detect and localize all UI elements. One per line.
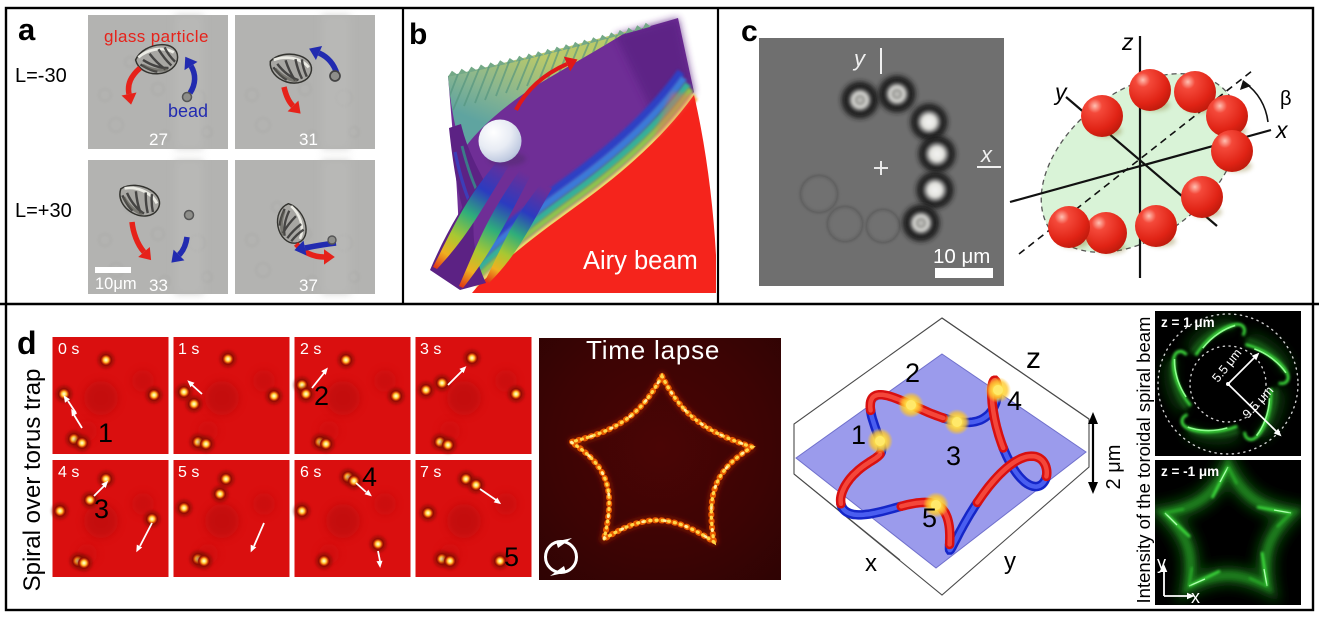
svg-text:1 s: 1 s — [178, 341, 199, 358]
svg-text:3 s: 3 s — [420, 341, 441, 358]
svg-text:L=+30: L=+30 — [15, 200, 72, 222]
svg-text:4: 4 — [362, 462, 377, 492]
svg-text:1: 1 — [851, 420, 866, 450]
svg-text:y: y — [1053, 79, 1068, 105]
svg-text:37: 37 — [299, 276, 318, 295]
svg-text:5: 5 — [504, 542, 519, 572]
svg-text:0 s: 0 s — [58, 341, 79, 358]
svg-text:x: x — [980, 142, 993, 167]
svg-text:5: 5 — [922, 503, 937, 533]
svg-text:3: 3 — [946, 441, 961, 471]
svg-text:x: x — [1191, 587, 1200, 607]
svg-text:Time lapse: Time lapse — [586, 335, 720, 365]
svg-text:2 μm: 2 μm — [1103, 445, 1125, 490]
svg-text:x: x — [1275, 117, 1289, 143]
svg-text:Airy beam: Airy beam — [583, 247, 698, 275]
svg-text:2 s: 2 s — [300, 341, 321, 358]
svg-text:4: 4 — [1007, 386, 1022, 416]
svg-text:y: y — [1157, 553, 1166, 573]
svg-text:L=-30: L=-30 — [15, 65, 67, 87]
svg-text:7 s: 7 s — [420, 464, 441, 481]
svg-text:y: y — [852, 46, 867, 71]
svg-text:z = 1 μm: z = 1 μm — [1161, 315, 1215, 330]
svg-text:10 μm: 10 μm — [933, 245, 990, 268]
svg-text:d: d — [17, 325, 37, 361]
svg-text:glass particle: glass particle — [104, 27, 209, 46]
svg-text:33: 33 — [149, 276, 168, 295]
svg-text:3: 3 — [94, 494, 109, 524]
svg-text:10μm: 10μm — [95, 275, 137, 293]
svg-text:y: y — [1004, 548, 1016, 575]
svg-text:z: z — [1026, 342, 1041, 375]
svg-text:c: c — [741, 15, 758, 48]
svg-text:Spiral over torus trap: Spiral over torus trap — [19, 369, 46, 592]
svg-text:5 s: 5 s — [178, 464, 199, 481]
svg-text:2: 2 — [314, 381, 329, 411]
svg-text:bead: bead — [168, 101, 208, 121]
svg-text:6 s: 6 s — [300, 464, 321, 481]
svg-text:1: 1 — [98, 418, 113, 448]
svg-text:β: β — [1280, 88, 1292, 110]
svg-text:27: 27 — [149, 130, 168, 149]
svg-text:4 s: 4 s — [58, 464, 79, 481]
svg-text:2: 2 — [905, 358, 920, 388]
svg-text:31: 31 — [299, 130, 318, 149]
svg-text:z = -1 μm: z = -1 μm — [1161, 464, 1219, 479]
svg-text:z: z — [1121, 29, 1134, 55]
svg-text:x: x — [865, 550, 877, 577]
svg-text:Intensity of the toroidal spir: Intensity of the toroidal spiral beam — [1133, 317, 1154, 604]
svg-text:b: b — [409, 18, 427, 51]
svg-text:a: a — [18, 12, 36, 47]
